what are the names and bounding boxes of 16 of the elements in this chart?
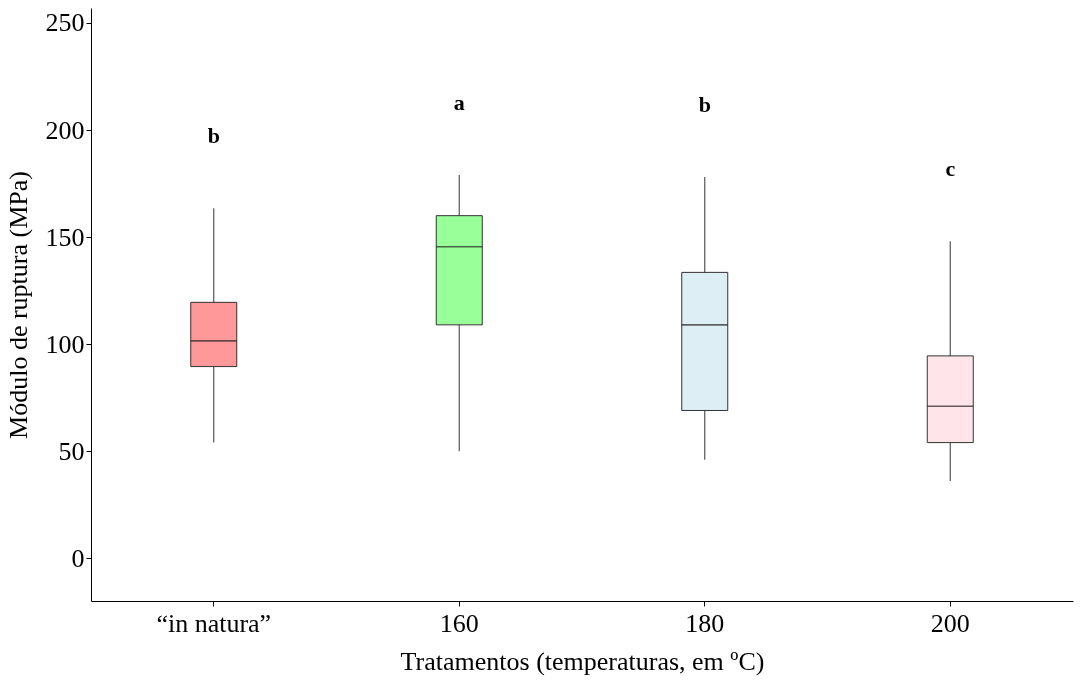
x-tick-label: 160 [439,608,479,638]
y-tick-label: 0 [71,543,85,573]
x-axis-title: Tratamentos (temperaturas, em ºC) [400,646,765,676]
y-tick-label: 150 [45,222,85,252]
annotation: b [207,123,220,149]
x-tick-label: 180 [685,608,725,638]
annotation: b [698,92,711,118]
y-axis-title: Módulo de ruptura (MPa) [3,171,33,439]
annotation: a [453,89,465,115]
y-tick-label: 250 [45,8,85,38]
y-tick-label: 50 [58,436,85,466]
y-tick-label: 200 [45,115,85,145]
y-tick-label: 100 [45,329,85,359]
annotation: c [945,156,956,182]
x-tick-label: “in natura” [156,608,272,638]
x-tick-label: 200 [930,608,970,638]
